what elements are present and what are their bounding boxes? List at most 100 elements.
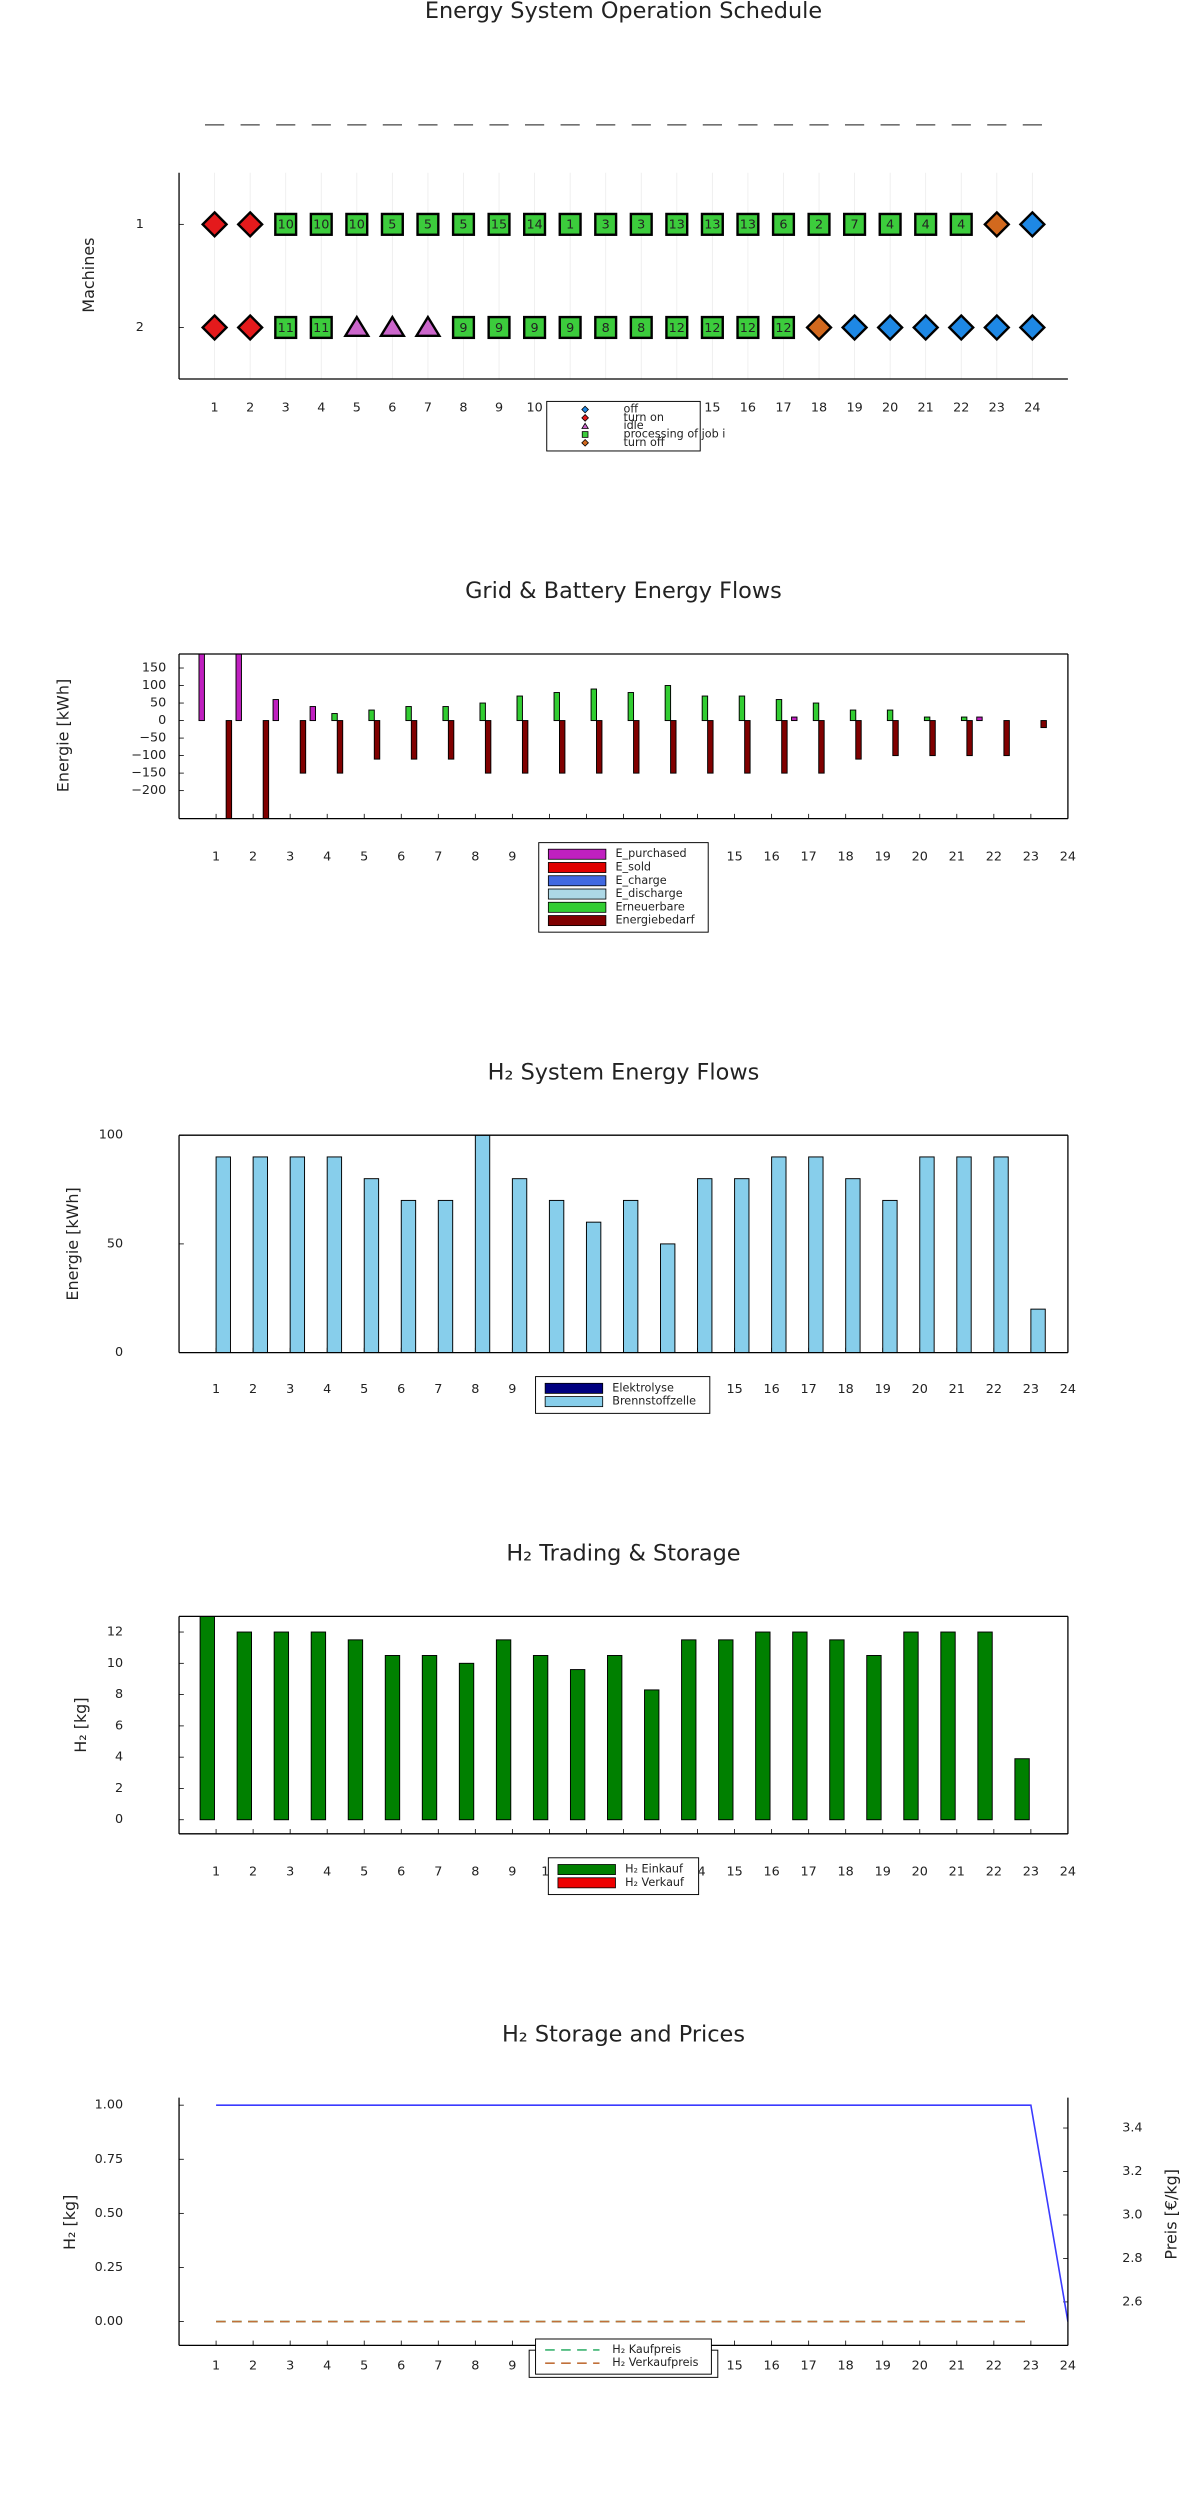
x-tick-label: 18 — [811, 400, 827, 415]
x-tick-label: 18 — [838, 2359, 854, 2374]
bar — [262, 720, 270, 819]
x-tick-label: 19 — [875, 2359, 891, 2374]
x-tick-label: 23 — [1023, 1382, 1039, 1397]
job-label: 7 — [851, 218, 859, 233]
bar — [310, 1631, 327, 1821]
marker — [343, 314, 371, 337]
job-label: 4 — [886, 218, 894, 233]
plot-area — [216, 2104, 1068, 2323]
bar — [633, 720, 640, 774]
bar — [940, 1631, 956, 1821]
bar — [484, 720, 492, 774]
legend-label: E_purchased — [615, 847, 686, 860]
y2-axis-label: Preis [€/kg] — [1161, 2169, 1180, 2260]
legend-label: idle — [623, 419, 643, 432]
marker — [345, 212, 369, 236]
x-tick-label: 19 — [846, 400, 862, 415]
x-tick-label: 21 — [949, 2359, 965, 2374]
legend-swatch — [547, 888, 607, 900]
job-label: 13 — [669, 218, 685, 233]
marker — [805, 313, 833, 342]
bar — [590, 688, 597, 722]
y2-tick-label: 3.0 — [1122, 2207, 1142, 2222]
y-tick-label: 2 — [115, 1781, 123, 1796]
legend-box — [547, 1857, 700, 1896]
y-tick-label: 12 — [107, 1625, 123, 1640]
bar — [775, 699, 783, 722]
x-tick-label: 17 — [801, 1865, 817, 1880]
job-label: 9 — [495, 321, 503, 336]
marker — [840, 313, 869, 342]
marker — [629, 212, 653, 236]
y-tick-label: 100 — [99, 1128, 123, 1143]
bar — [792, 1631, 808, 1821]
y-tick-label: 0.50 — [95, 2206, 123, 2221]
legend-swatch — [544, 1396, 604, 1408]
x-tick-label: 7 — [434, 1382, 442, 1397]
bar — [235, 653, 242, 722]
y-tick-label: −200 — [131, 783, 166, 798]
y2-tick-label: 3.4 — [1122, 2121, 1142, 2136]
job-label: 12 — [775, 321, 791, 336]
y-tick-label: 4 — [115, 1750, 123, 1765]
x-tick-label: 4 — [323, 1382, 331, 1397]
x-tick-label: 3 — [286, 850, 294, 865]
bar — [421, 1655, 438, 1821]
marker — [914, 212, 938, 236]
bar — [818, 720, 825, 774]
job-label: 4 — [957, 218, 965, 233]
x-tick-label: 1 — [212, 1382, 220, 1397]
job-label: 10 — [313, 218, 329, 233]
x-tick-label: 4 — [323, 850, 331, 865]
x-tick-label: 20 — [882, 400, 898, 415]
x-tick-label: 21 — [949, 850, 965, 865]
y-axis-label: Energie [kWh] — [63, 1187, 82, 1300]
x-tick-label: 7 — [434, 850, 442, 865]
job-label: 4 — [922, 218, 930, 233]
marker — [416, 212, 440, 236]
job-label: 2 — [815, 218, 823, 233]
bar — [1003, 720, 1010, 757]
bar — [236, 1631, 253, 1821]
plot-area — [198, 653, 1047, 819]
x-tick-label: 16 — [740, 400, 756, 415]
legend-label: processing of job i — [623, 427, 725, 440]
bar — [627, 692, 635, 722]
x-tick-label: 9 — [508, 1865, 516, 1880]
chart-title: H₂ Storage and Prices — [502, 2022, 745, 2048]
bar — [670, 720, 677, 774]
x-tick-label: 8 — [471, 1382, 479, 1397]
bar — [966, 720, 973, 757]
marker — [1018, 313, 1047, 342]
bar — [976, 716, 983, 722]
bar — [829, 1639, 845, 1821]
legend-label: H₂ Kaufpreis — [612, 2343, 681, 2356]
x-tick-label: 5 — [360, 1865, 368, 1880]
job-label: 13 — [704, 218, 720, 233]
y-tick-label: 6 — [115, 1718, 123, 1733]
marker — [581, 438, 589, 447]
x-tick-label: 17 — [775, 400, 791, 415]
job-label: 5 — [459, 218, 467, 233]
bar — [474, 1135, 491, 1353]
x-tick-label: 2 — [249, 850, 257, 865]
y-tick-label: 0 — [115, 1345, 123, 1360]
x-tick-label: 4 — [323, 1865, 331, 1880]
x-tick-label: 1 — [212, 850, 220, 865]
x-tick-label: 22 — [986, 850, 1002, 865]
bar — [977, 1631, 993, 1821]
bar — [521, 720, 529, 774]
x-tick-label: 16 — [763, 850, 779, 865]
x-tick-label: 8 — [471, 850, 479, 865]
bar — [309, 706, 317, 722]
y-tick-label: 100 — [142, 678, 166, 693]
marker — [200, 210, 229, 239]
x-tick-label: 7 — [434, 1865, 442, 1880]
y-axis-label: H₂ [kg] — [71, 1697, 90, 1752]
bar — [660, 1243, 676, 1353]
legend-label: Erneuerbare — [615, 900, 684, 913]
x-tick-label: 4 — [323, 2359, 331, 2374]
x-tick-label: 19 — [875, 1865, 891, 1880]
bar — [993, 1156, 1009, 1353]
x-tick-label: 21 — [949, 1865, 965, 1880]
